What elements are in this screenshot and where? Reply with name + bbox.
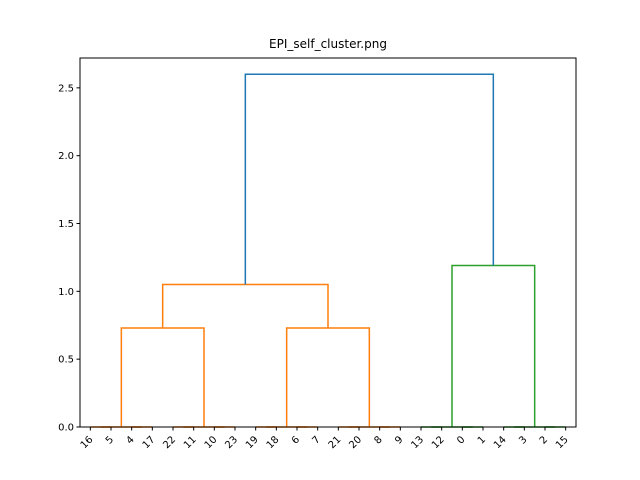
y-tick-label-0: 0.0: [58, 423, 74, 434]
y-tick-label-2: 1.0: [58, 287, 74, 298]
dendrogram-link-22: [244, 73, 495, 285]
y-tick-label-5: 2.5: [58, 83, 74, 94]
chart-title: EPI_self_cluster.png: [269, 37, 387, 51]
y-tick-label-3: 1.5: [58, 219, 74, 230]
y-tick-label-1: 0.5: [58, 355, 74, 366]
plot-frame: [79, 57, 577, 428]
y-tick-label-4: 2.0: [58, 151, 74, 162]
y-axis: 0.0 0.5 1.0 1.5 2.0 2.5: [58, 83, 80, 434]
